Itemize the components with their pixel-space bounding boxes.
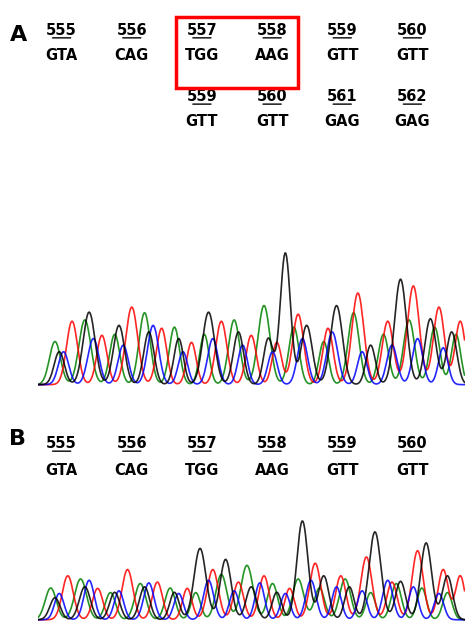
Text: GTA: GTA — [46, 463, 78, 478]
Text: 558: 558 — [257, 23, 287, 38]
Text: 556: 556 — [117, 436, 147, 451]
Text: 561: 561 — [327, 89, 357, 104]
Text: 555: 555 — [46, 23, 77, 38]
Text: 562: 562 — [397, 89, 428, 104]
Text: GTT: GTT — [186, 114, 218, 129]
Text: CAG: CAG — [115, 48, 149, 63]
Text: GTT: GTT — [326, 463, 358, 478]
Text: B: B — [9, 429, 27, 449]
Text: CAG: CAG — [115, 463, 149, 478]
Text: 559: 559 — [327, 23, 357, 38]
Text: 559: 559 — [327, 436, 357, 451]
Text: GTT: GTT — [396, 48, 428, 63]
Text: 560: 560 — [397, 436, 428, 451]
Text: AAG: AAG — [255, 463, 290, 478]
Text: 559: 559 — [187, 89, 217, 104]
Text: TGG: TGG — [185, 463, 219, 478]
Text: 560: 560 — [257, 89, 287, 104]
Text: 555: 555 — [46, 436, 77, 451]
Text: GAG: GAG — [394, 114, 430, 129]
Text: 560: 560 — [397, 23, 428, 38]
Text: GTT: GTT — [256, 114, 288, 129]
Text: 556: 556 — [117, 23, 147, 38]
Text: GTT: GTT — [326, 48, 358, 63]
Text: 557: 557 — [187, 23, 217, 38]
Text: GAG: GAG — [324, 114, 360, 129]
Text: GTA: GTA — [46, 48, 78, 63]
Text: TGG: TGG — [185, 48, 219, 63]
Text: A: A — [9, 25, 27, 45]
Text: AAG: AAG — [255, 48, 290, 63]
Text: GTT: GTT — [396, 463, 428, 478]
Text: 558: 558 — [257, 436, 287, 451]
Text: 557: 557 — [187, 436, 217, 451]
